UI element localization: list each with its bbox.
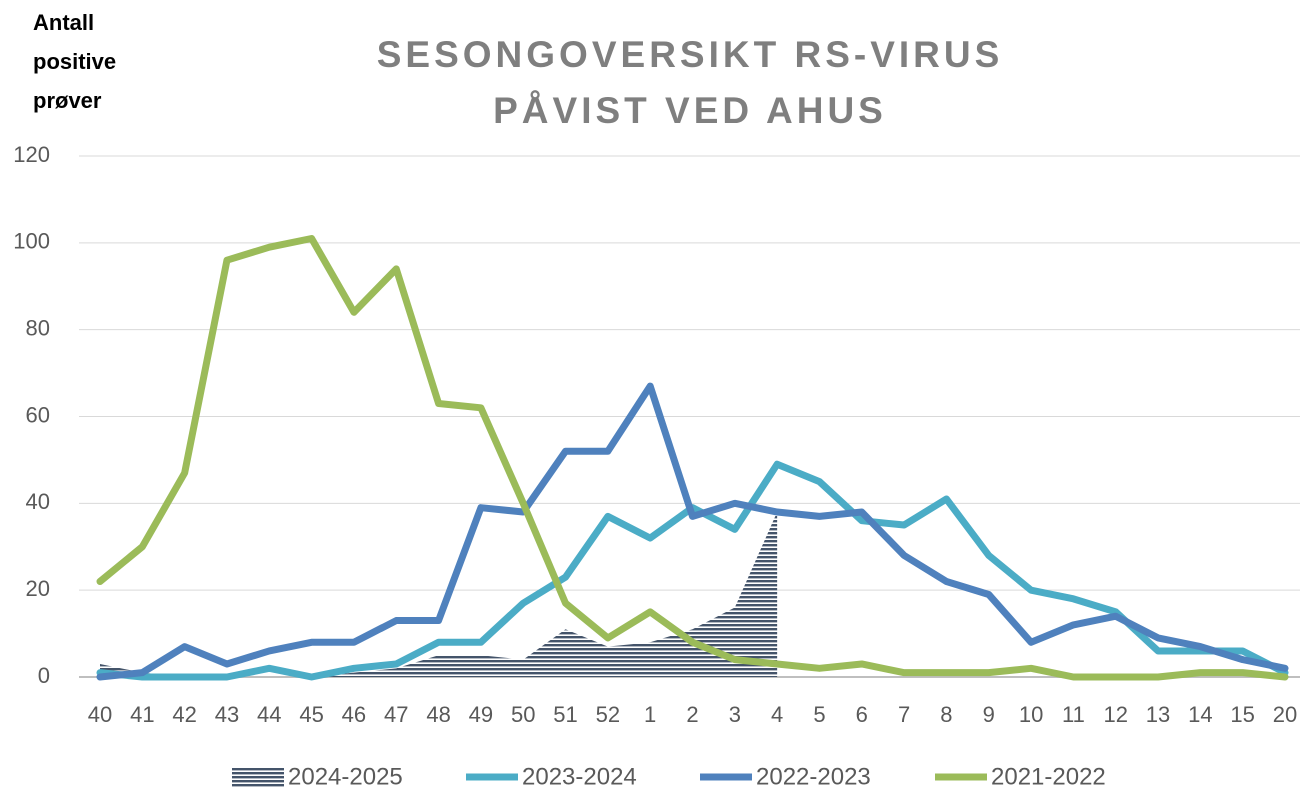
x-tick-label: 11: [1062, 702, 1085, 727]
x-tick-label: 15: [1230, 702, 1254, 727]
x-tick-label: 41: [130, 702, 154, 727]
legend-label: 2024-2025: [288, 763, 403, 789]
x-tick-label: 44: [257, 702, 281, 727]
y-tick-label: 120: [13, 142, 50, 167]
legend-label: 2022-2023: [756, 763, 871, 789]
line: [96, 234, 1289, 681]
x-tick-label: 13: [1146, 702, 1170, 727]
y-tick-label: 80: [26, 315, 50, 340]
chart-title: PÅVIST VED AHUS: [493, 90, 887, 131]
x-tick-label: 8: [940, 702, 952, 727]
x-tick-label: 49: [469, 702, 493, 727]
x-tick-label: 52: [596, 702, 620, 727]
area: [100, 512, 778, 677]
x-tick-label: 12: [1103, 702, 1127, 727]
x-tick-label: 5: [813, 702, 825, 727]
y-axis-title: Antall: [33, 10, 94, 35]
x-tick-label: 1: [644, 702, 656, 727]
legend-label: 2023-2024: [522, 763, 637, 789]
x-tick-label: 14: [1188, 702, 1212, 727]
y-axis-title: positive: [33, 49, 116, 74]
x-tick-label: 51: [553, 702, 577, 727]
x-tick-label: 42: [172, 702, 196, 727]
x-tick-label: 3: [729, 702, 741, 727]
x-tick-label: 7: [898, 702, 910, 727]
y-tick-label: 60: [26, 402, 50, 427]
x-tick-label: 46: [342, 702, 366, 727]
legend-label: 2021-2022: [991, 763, 1106, 789]
x-tick-label: 4: [771, 702, 783, 727]
y-tick-label: 20: [26, 576, 50, 601]
x-tick-label: 9: [983, 702, 995, 727]
chart-title: SESONGOVERSIKT RS-VIRUS: [377, 34, 1004, 75]
x-tick-label: 47: [384, 702, 408, 727]
x-tick-label: 50: [511, 702, 535, 727]
legend-swatch: [232, 767, 284, 787]
x-tick-label: 40: [88, 702, 112, 727]
x-tick-label: 45: [299, 702, 323, 727]
x-tick-label: 6: [856, 702, 868, 727]
x-tick-label: 43: [215, 702, 239, 727]
y-tick-label: 40: [26, 489, 50, 514]
x-tick-label: 10: [1019, 702, 1043, 727]
y-tick-label: 100: [13, 229, 50, 254]
x-tick-label: 48: [426, 702, 450, 727]
y-tick-label: 0: [38, 663, 50, 688]
x-tick-label: 20: [1273, 702, 1297, 727]
line: [96, 382, 1289, 681]
y-axis-title: prøver: [33, 88, 102, 113]
x-tick-label: 2: [686, 702, 698, 727]
